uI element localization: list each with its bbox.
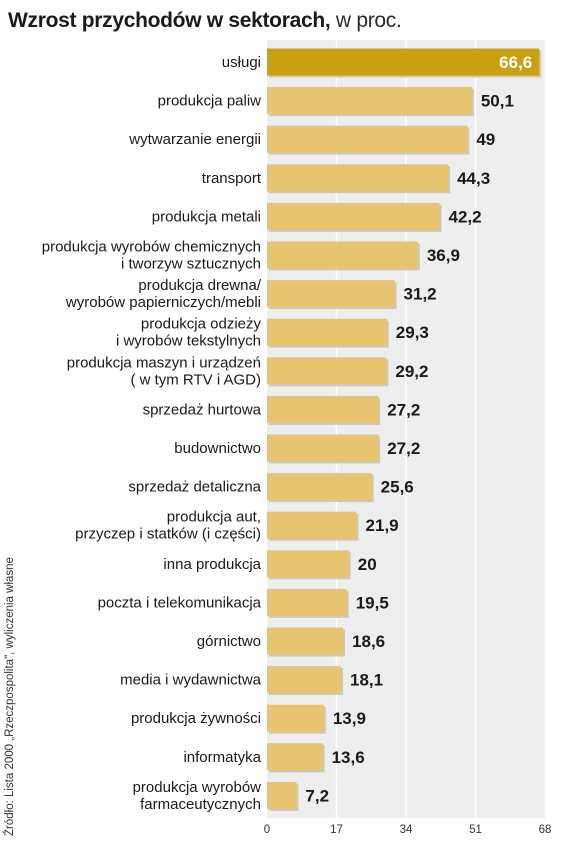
bar [267, 280, 395, 308]
bar [267, 164, 449, 192]
value-label: 42,2 [449, 207, 482, 226]
bar [267, 704, 324, 732]
value-label: 49 [476, 130, 495, 149]
category-label: górnictwo [197, 633, 261, 650]
category-label: budownictwo [174, 440, 261, 457]
bar [267, 202, 440, 230]
category-label: poczta i telekomunikacja [98, 594, 262, 611]
x-tick-label: 0 [264, 824, 270, 836]
value-label: 31,2 [404, 285, 437, 304]
bar [267, 781, 297, 809]
category-label: informatyka [183, 749, 261, 766]
value-label: 36,9 [427, 246, 460, 265]
value-label: 20 [358, 555, 377, 574]
value-label: 29,2 [395, 362, 428, 381]
bar [267, 743, 323, 771]
value-label: 18,1 [350, 671, 383, 690]
bar [267, 125, 468, 153]
category-label: produkcja drewna/ [138, 277, 261, 294]
bar [267, 357, 387, 385]
bar [267, 588, 347, 616]
value-label: 13,6 [332, 748, 365, 767]
x-tick-label: 17 [330, 824, 343, 836]
category-label: inna produkcja [163, 556, 261, 573]
value-label: 13,9 [333, 709, 366, 728]
x-tick-label: 51 [469, 824, 482, 836]
value-label: 29,3 [396, 323, 429, 342]
bar [267, 627, 344, 655]
x-tick-label: 34 [400, 824, 413, 836]
category-label: media i wydawnictwa [120, 672, 262, 689]
bar [267, 550, 349, 578]
value-label: 19,5 [356, 593, 389, 612]
value-label: 44,3 [457, 169, 490, 188]
bar [267, 241, 418, 269]
value-label: 27,2 [387, 439, 420, 458]
category-label: produkcja wyrobów [133, 779, 262, 796]
category-label: produkcja żywności [131, 710, 261, 727]
category-label: wyrobów papierniczych/mebli [65, 294, 261, 311]
category-label: produkcja odzieży [141, 316, 262, 333]
category-label: ( w tym RTV i AGD) [130, 371, 261, 388]
chart-title-unit: w proc. [330, 9, 402, 32]
bar [267, 511, 357, 539]
chart-title: Wzrost przychodów w sektorach, w proc. [8, 8, 402, 34]
bar [267, 318, 387, 346]
category-label: farmaceutycznych [140, 796, 261, 813]
category-label: i tworzyw sztucznych [121, 256, 261, 273]
value-label: 25,6 [381, 478, 414, 497]
category-label: wytwarzanie energii [128, 131, 261, 148]
category-label: sprzedaż hurtowa [143, 401, 262, 418]
x-tick-label: 68 [539, 824, 552, 836]
bar [267, 87, 472, 115]
value-label: 50,1 [481, 92, 514, 111]
bar [267, 395, 379, 423]
category-label: produkcja wyrobów chemicznych [42, 239, 261, 256]
category-label: i wyrobów tekstylnych [116, 333, 261, 350]
value-label: 21,9 [366, 516, 399, 535]
value-label: 7,2 [305, 786, 329, 805]
bar [267, 48, 540, 76]
bar [267, 473, 372, 501]
chart-title-main: Wzrost przychodów w sektorach, [8, 9, 331, 32]
category-label: transport [202, 170, 262, 187]
category-label: produkcja maszyn i urządzeń [67, 354, 261, 371]
category-label: produkcja paliw [158, 93, 262, 110]
category-label: przyczep i statków (i części) [75, 526, 261, 543]
category-label: produkcja aut, [167, 509, 261, 526]
category-label: produkcja metali [152, 208, 261, 225]
value-label: 18,6 [352, 632, 385, 651]
bar [267, 666, 341, 694]
bar [267, 434, 379, 462]
value-label: 27,2 [387, 400, 420, 419]
value-label: 66,6 [499, 53, 532, 72]
category-label: sprzedaż detaliczna [128, 479, 261, 496]
category-label: usługi [222, 54, 261, 71]
